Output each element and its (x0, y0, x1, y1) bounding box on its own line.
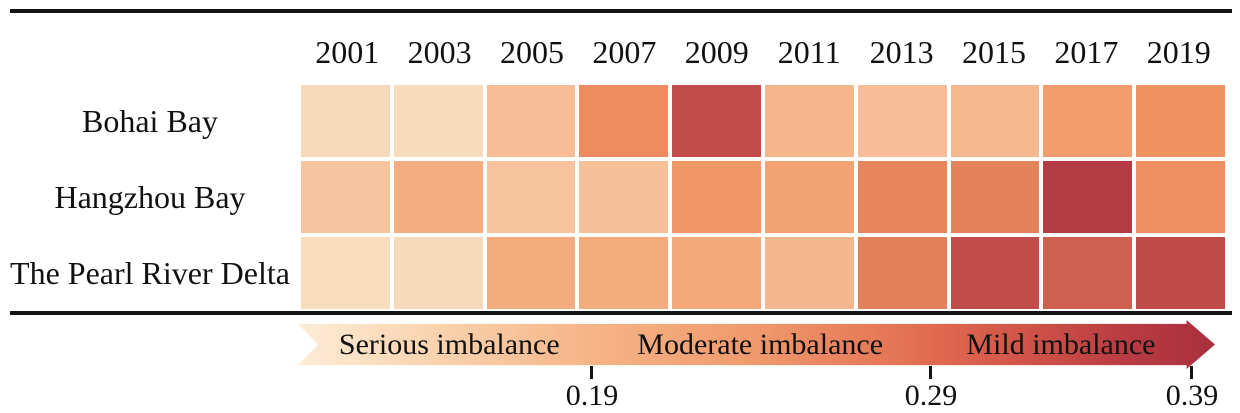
heatmap-cell (1136, 85, 1225, 157)
colorbar-tick-039 (1190, 366, 1193, 379)
colorbar-tick-label-039: 0.39 (1165, 379, 1219, 412)
heatmap-cell (1136, 161, 1225, 233)
row-label: Hangzhou Bay (54, 178, 246, 215)
legend-label-mild-imbalance: Mild imbalance (966, 327, 1156, 361)
heatmap-cell (765, 161, 854, 233)
heatmap-cell (301, 237, 390, 309)
row-label: Bohai Bay (82, 102, 218, 139)
heatmap-cell (857, 237, 947, 309)
heatmap-cell (857, 161, 947, 233)
colorbar-tick-label-029: 0.29 (904, 379, 958, 412)
bottom-rule (10, 311, 1232, 315)
heatmap-cell (393, 237, 483, 309)
year-label-2009: 2009 (684, 34, 749, 70)
heatmap-cell (672, 237, 761, 309)
year-label-2001: 2001 (315, 34, 380, 70)
year-label-2011: 2011 (777, 34, 841, 70)
colorbar-tick-019 (590, 366, 593, 379)
heatmap-cell (672, 85, 761, 157)
heatmap-cell (950, 161, 1040, 233)
colorbar-tick-label-019: 0.19 (565, 379, 619, 412)
heatmap-cell (950, 85, 1040, 157)
heatmap-cell (579, 161, 669, 233)
heatmap-cell (393, 161, 483, 233)
year-label-2015: 2015 (961, 34, 1026, 70)
heatmap-cell (1043, 237, 1133, 309)
heatmap-cell (672, 161, 761, 233)
heatmap-cell (765, 237, 854, 309)
year-label-2017: 2017 (1054, 34, 1119, 70)
heatmap-cell (393, 85, 483, 157)
row-label: The Pearl River Delta (10, 254, 290, 291)
heatmap-cell (1136, 237, 1225, 309)
heatmap-cell (579, 85, 669, 157)
year-label-2005: 2005 (499, 34, 564, 70)
heatmap-cell (950, 237, 1040, 309)
year-label-2003: 2003 (407, 34, 472, 70)
heatmap-cell (579, 237, 669, 309)
legend-label-serious-imbalance: Serious imbalance (338, 327, 560, 361)
colorbar-tick-029 (929, 366, 932, 379)
heatmap-cell (486, 161, 576, 233)
year-label-2007: 2007 (592, 34, 657, 70)
heatmap-cell (1043, 85, 1133, 157)
heatmap-cell (1043, 161, 1133, 233)
row-label-axis: Bohai Bay Hangzhou Bay The Pearl River Del… (4, 85, 296, 309)
year-label-2013: 2013 (869, 34, 934, 70)
year-axis: 2001 2003 2005 2007 2009 2011 2013 2015 2017 2019 (301, 33, 1225, 71)
heatmap-cell (301, 161, 390, 233)
legend-label-moderate-imbalance: Moderate imbalance (637, 327, 884, 361)
heatmap-cell (857, 85, 947, 157)
heatmap-cell (301, 85, 390, 157)
top-rule (10, 9, 1232, 13)
heatmap-grid (301, 85, 1225, 309)
heatmap-cell (765, 85, 854, 157)
year-label-2019: 2019 (1146, 34, 1211, 70)
heatmap-cell (486, 237, 576, 309)
color-scale-arrow: Serious imbalance Moderate imbalance Mil… (298, 320, 1215, 369)
heatmap-cell (486, 85, 576, 157)
